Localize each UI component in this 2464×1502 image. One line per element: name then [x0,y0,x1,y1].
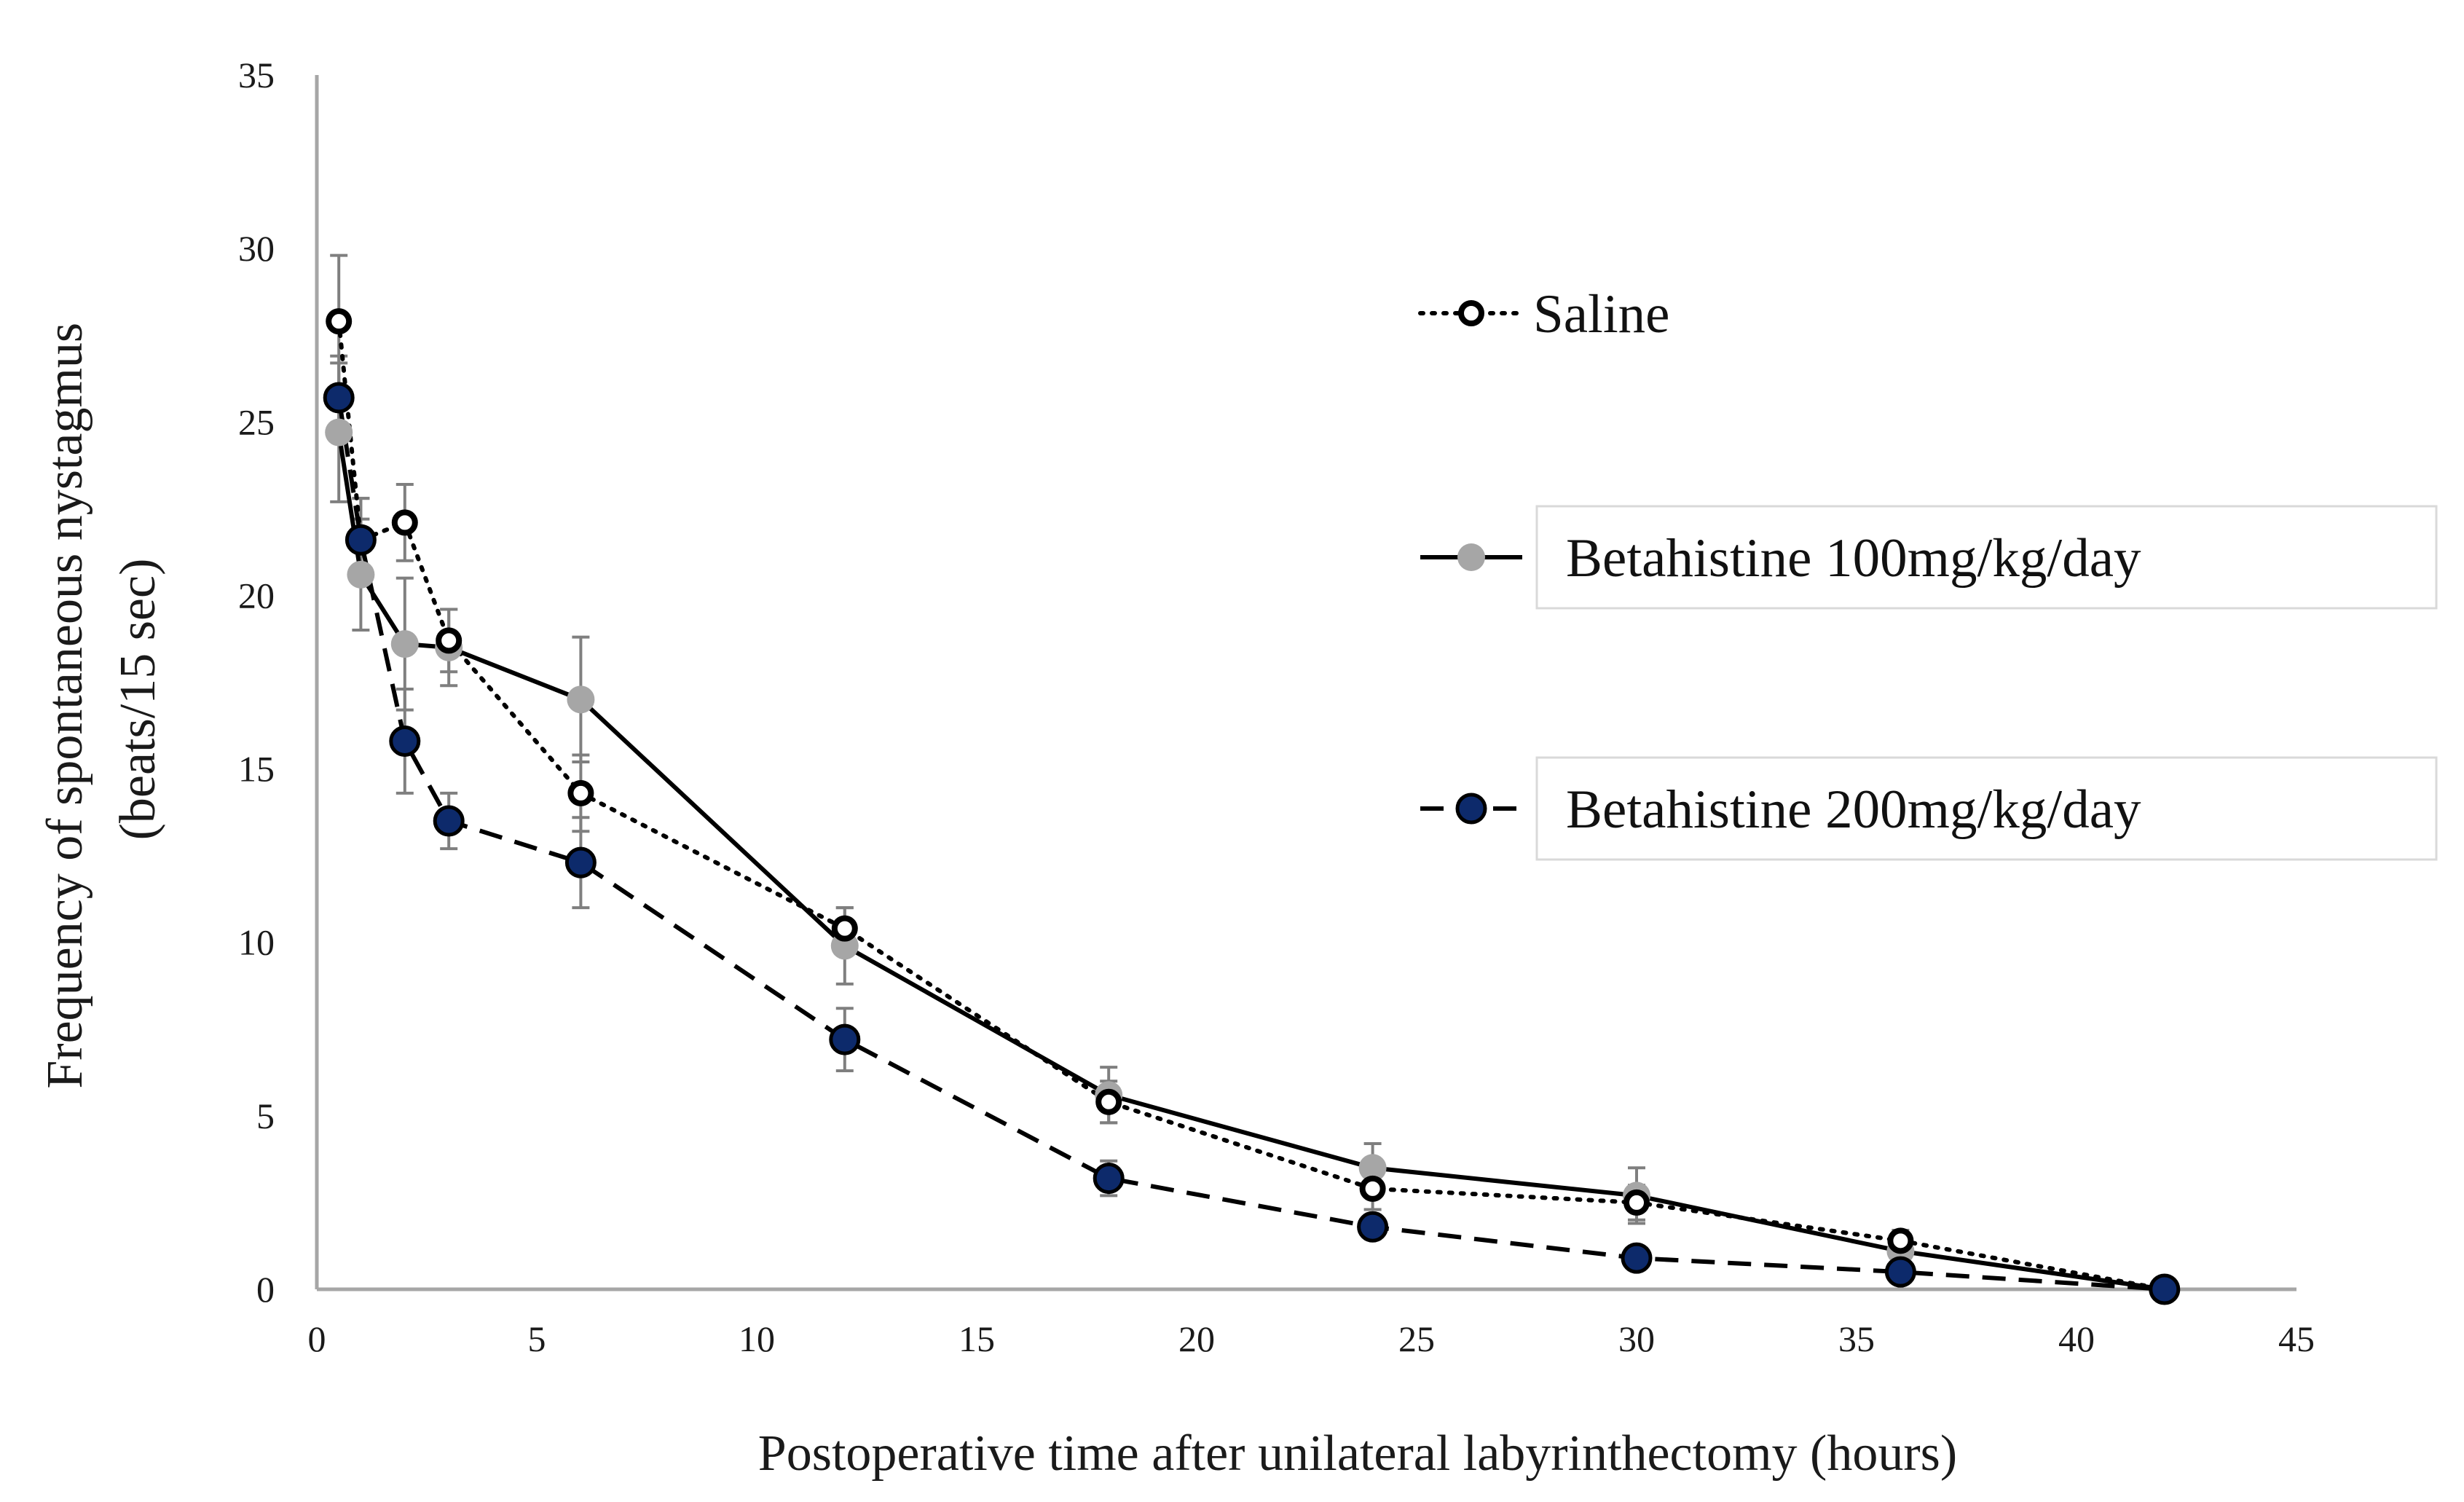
tick-labels: 0 5 10 15 20 25 30 35 40 45 0 5 10 15 20 25 30 35 [238,55,2315,1359]
data-point [433,805,465,837]
data-point [1621,1242,1653,1274]
legend-marker [1455,793,1487,825]
legend-marker [1458,300,1484,326]
x-tick-label: 40 [2058,1318,2095,1359]
legend-item-0: Saline [1418,284,1669,345]
data-point [391,509,418,536]
data-point [323,382,355,414]
data-point [1359,1175,1386,1202]
data-point [326,308,353,335]
x-tick-label: 35 [1838,1318,1875,1359]
y-tick-label: 35 [238,55,275,95]
x-tick-label: 15 [959,1318,995,1359]
x-axis-title: Postoperative time after unilateral laby… [758,1426,1957,1482]
series-points-2 [323,382,2181,1305]
data-point [1095,1088,1122,1115]
legend-label: Betahistine 200mg/kg/day [1566,779,2141,840]
legend: Saline Betahistine 100mg/kg/day Betahistin… [1418,284,2438,861]
x-tick-label: 30 [1618,1318,1655,1359]
data-point [345,524,377,556]
data-point [1358,1154,1387,1182]
y-tick-label: 0 [256,1269,275,1310]
data-point [2149,1273,2181,1305]
data-point [389,725,421,757]
legend-box [1535,505,2438,610]
data-point [567,779,594,806]
y-tick-label: 5 [256,1096,275,1136]
y-tick-label: 25 [238,401,275,442]
legend-label: Betahistine 100mg/kg/day [1566,528,2141,589]
data-point [325,418,353,447]
data-point [1093,1163,1125,1195]
x-tick-label: 5 [528,1318,546,1359]
x-tick-label: 10 [739,1318,775,1359]
axes [315,75,2296,1291]
y-tick-label: 30 [238,228,275,269]
data-point [829,1023,861,1055]
data-series [323,253,2181,1305]
legend-item-2: Betahistine 200mg/kg/day [1420,756,2438,861]
y-axis-title-line1: Frequency of spontaneous nystagmus [37,323,93,1089]
x-tick-label: 20 [1178,1318,1215,1359]
y-axis-title: Frequency of spontaneous nystagmus (beat… [37,310,166,1088]
legend-marker [1457,543,1485,571]
data-point [1887,1227,1914,1254]
legend-box [1535,756,2438,861]
x-tick-label: 45 [2278,1318,2315,1359]
data-point [1884,1256,1916,1288]
data-point [831,915,858,942]
data-point [567,685,595,714]
data-point [436,627,463,654]
y-tick-label: 10 [238,922,275,963]
x-tick-label: 25 [1398,1318,1435,1359]
y-tick-label: 15 [238,749,275,790]
legend-item-1: Betahistine 100mg/kg/day [1420,505,2438,610]
data-point [1357,1211,1389,1243]
x-tick-label: 0 [308,1318,326,1359]
legend-label: Saline [1533,284,1669,345]
data-point [1623,1189,1650,1216]
data-point [390,630,419,658]
y-tick-label: 20 [238,575,275,616]
data-point [564,846,597,878]
data-point [347,560,375,589]
y-axis-title-line2: (beats/15 sec) [110,559,166,841]
